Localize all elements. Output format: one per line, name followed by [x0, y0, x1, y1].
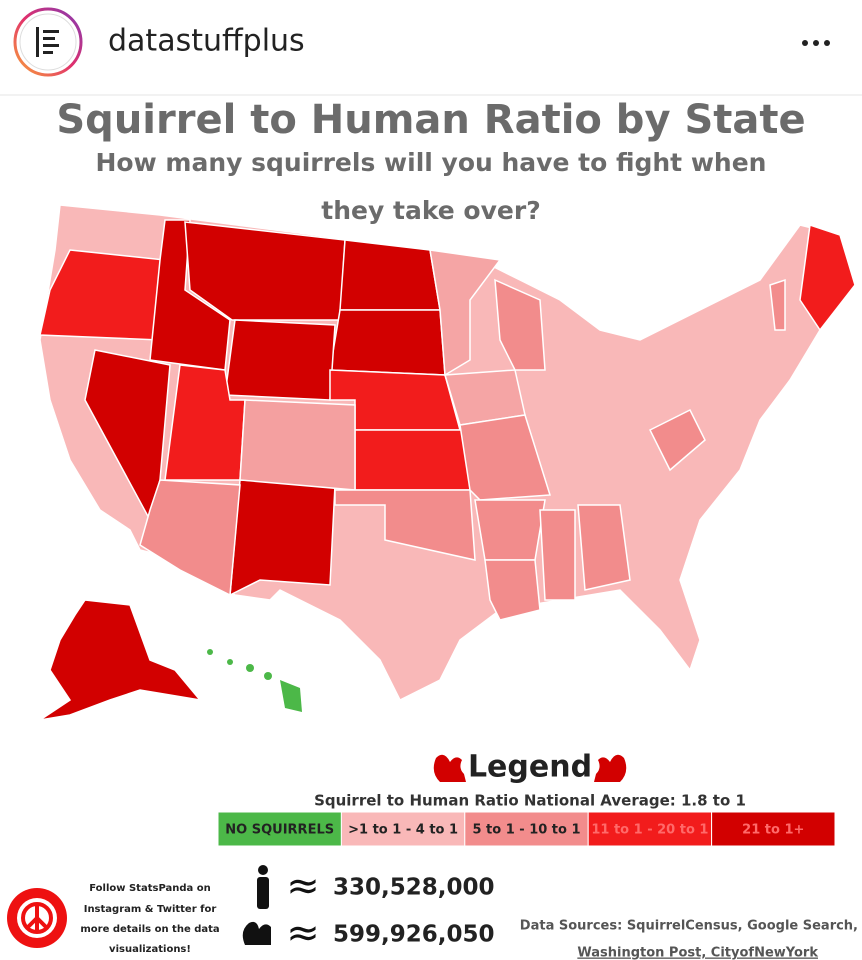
- legend-swatch: [217, 811, 342, 847]
- state: [577, 504, 631, 591]
- avatar-icon: [43, 30, 59, 33]
- legend-label: 11 to 1 - 20 to 1: [591, 823, 708, 838]
- subtitle: How many squirrels will you have to figh…: [96, 148, 767, 177]
- state: [39, 249, 166, 341]
- follow-note: visualizations!: [109, 944, 191, 955]
- state: [474, 499, 546, 561]
- sources: Washington Post, CityofNewYork: [577, 946, 818, 960]
- person-icon: [257, 865, 269, 909]
- legend-swatch: [340, 811, 466, 847]
- state: [429, 249, 502, 377]
- avatar-icon: [43, 37, 55, 40]
- avatar-ring[interactable]: [13, 7, 83, 77]
- state: [494, 278, 546, 371]
- state: [339, 239, 441, 311]
- state: [484, 559, 541, 621]
- follow-note: more details on the data: [80, 924, 219, 935]
- hawaii: [207, 649, 302, 712]
- legend-swatch: [711, 811, 836, 847]
- footer: Follow StatsPanda on Instagram & Twitter…: [7, 863, 858, 960]
- title: Squirrel to Human Ratio by State: [56, 97, 805, 143]
- avatar-icon: [36, 27, 39, 57]
- legend-subtitle: Squirrel to Human Ratio National Average…: [314, 792, 746, 810]
- account-name[interactable]: datastuffplus: [108, 24, 305, 59]
- state: [229, 479, 336, 597]
- avatar-icon: [43, 51, 53, 54]
- state: [184, 221, 346, 321]
- follow-note: Instagram & Twitter for: [84, 904, 217, 915]
- approx-sign: ≈: [286, 863, 320, 909]
- squirrel-icon: [242, 921, 271, 945]
- legend-label: NO SQUIRRELS: [225, 823, 334, 838]
- panda-logo: [25, 904, 49, 932]
- avatar[interactable]: [19, 13, 77, 71]
- legend-label: 5 to 1 - 10 to 1: [472, 823, 580, 838]
- alaska: [39, 599, 202, 721]
- follow-note: Follow StatsPanda on: [89, 883, 211, 894]
- squirrel-icon: [433, 754, 627, 782]
- subtitle: they take over?: [321, 196, 540, 225]
- state: [239, 399, 356, 491]
- state: [769, 278, 786, 331]
- avatar-icon: [43, 44, 59, 47]
- state: [354, 429, 471, 491]
- sources: Data Sources: SquirrelCensus, Google Sea…: [520, 919, 858, 934]
- map: [39, 204, 856, 721]
- squirrel-count: 599,926,050: [333, 922, 495, 948]
- legend-swatch: [587, 811, 713, 847]
- more-button[interactable]: [802, 40, 830, 46]
- state: [539, 509, 576, 601]
- legend: Legend Squirrel to Human Ratio National …: [217, 750, 836, 847]
- header: datastuffplus: [0, 7, 862, 96]
- state: [459, 414, 551, 501]
- human-count: 330,528,000: [333, 875, 495, 901]
- state: [329, 309, 446, 376]
- state: [648, 408, 706, 472]
- state: [139, 479, 241, 597]
- legend-swatch: [464, 811, 589, 847]
- state: [799, 224, 856, 332]
- approx-sign: ≈: [286, 910, 320, 956]
- legend-label: 21 to 1+: [742, 823, 804, 838]
- legend-title: Legend: [468, 750, 592, 785]
- state: [224, 319, 336, 401]
- legend-items: NO SQUIRRELS >1 to 1 - 4 to 1 5 to 1 - 10 …: [217, 811, 836, 847]
- legend-label: >1 to 1 - 4 to 1: [348, 823, 458, 838]
